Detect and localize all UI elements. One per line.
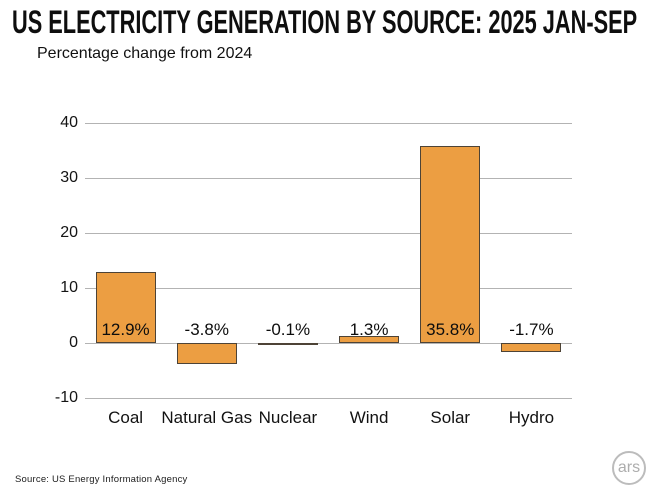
value-label-hydro: -1.7% [509,320,554,339]
bar-nuclear [257,343,318,345]
y-tick-label-30: 30 [60,169,78,186]
value-label-nuclear: -0.1% [265,320,311,339]
source-note: Source: US Energy Information Agency [15,474,188,485]
gridline-0 [85,343,572,344]
bar-solar [420,146,481,343]
gridline-10 [85,288,572,289]
x-axis-label-solar: Solar [430,408,471,427]
gridline-40 [85,123,572,124]
y-tick-label--10: -10 [54,389,78,406]
y-tick-label-0: 0 [69,334,78,351]
bar-hydro [501,343,562,353]
x-axis-label-nuclear: Nuclear [258,408,318,427]
gridline-20 [85,233,572,234]
y-tick-label-40: 40 [60,114,78,131]
value-label-solar: 35.8% [426,320,475,339]
x-axis-label-natural-gas: Natural Gas [161,408,253,427]
y-tick-label-10: 10 [60,279,78,296]
gridline-30 [85,178,572,179]
value-label-natural-gas: -3.8% [184,320,229,339]
x-axis-label-hydro: Hydro [508,408,555,427]
x-axis-label-coal: Coal [108,408,144,427]
value-label-coal: 12.9% [101,320,150,339]
bar-natural-gas [176,343,237,364]
bar-coal [95,272,156,343]
x-axis-label-wind: Wind [349,408,389,427]
ars-logo-text: ars [617,459,641,476]
value-label-wind: 1.3% [349,320,389,339]
ars-logo: ars [612,451,646,485]
gridline--10 [85,398,572,399]
chart-title: US ELECTRICITY GENERATION BY SOURCE: 202… [12,4,638,40]
bar-wind [339,335,400,343]
chart-subtitle: Percentage change from 2024 [37,45,253,62]
y-tick-label-20: 20 [60,224,78,241]
